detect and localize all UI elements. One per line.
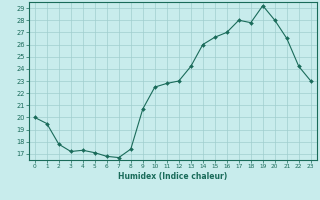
- X-axis label: Humidex (Indice chaleur): Humidex (Indice chaleur): [118, 172, 228, 181]
